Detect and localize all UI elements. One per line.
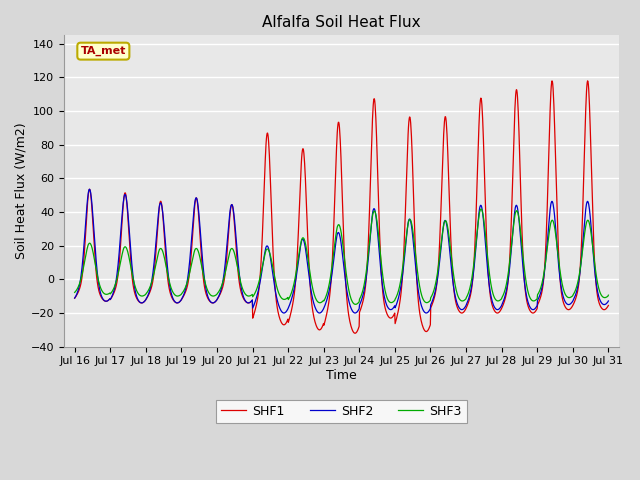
SHF1 — [249, 314, 257, 320]
SHF2 — [425, 308, 433, 314]
SHF3 — [249, 293, 257, 299]
SHF1 — [189, 220, 197, 226]
SHF2 — [177, 298, 184, 303]
Line: SHF3: SHF3 — [75, 209, 609, 304]
SHF2 — [542, 257, 550, 263]
SHF2 — [280, 310, 288, 316]
SHF1 — [425, 326, 433, 332]
SHF1 — [177, 298, 184, 304]
SHF2 — [86, 186, 93, 192]
SHF3 — [177, 292, 184, 298]
Line: SHF2: SHF2 — [75, 189, 609, 313]
SHF1 — [494, 310, 502, 316]
SHF3 — [495, 298, 502, 304]
SHF3 — [71, 289, 79, 295]
Text: TA_met: TA_met — [81, 46, 126, 56]
Title: Alfalfa Soil Heat Flux: Alfalfa Soil Heat Flux — [262, 15, 421, 30]
SHF2 — [250, 303, 257, 309]
SHF3 — [477, 206, 485, 212]
SHF2 — [495, 306, 502, 312]
SHF1 — [71, 295, 79, 301]
SHF2 — [71, 295, 79, 301]
SHF2 — [190, 209, 198, 215]
SHF1 — [584, 78, 591, 84]
SHF3 — [351, 301, 359, 307]
SHF3 — [425, 299, 433, 305]
SHF1 — [351, 330, 359, 336]
Y-axis label: Soil Heat Flux (W/m2): Soil Heat Flux (W/m2) — [15, 123, 28, 259]
SHF3 — [189, 252, 197, 258]
X-axis label: Time: Time — [326, 369, 357, 382]
SHF3 — [605, 292, 612, 298]
SHF3 — [542, 258, 550, 264]
SHF1 — [605, 302, 612, 308]
SHF1 — [541, 253, 549, 259]
SHF2 — [605, 298, 612, 304]
Line: SHF1: SHF1 — [75, 81, 609, 333]
Legend: SHF1, SHF2, SHF3: SHF1, SHF2, SHF3 — [216, 400, 467, 423]
